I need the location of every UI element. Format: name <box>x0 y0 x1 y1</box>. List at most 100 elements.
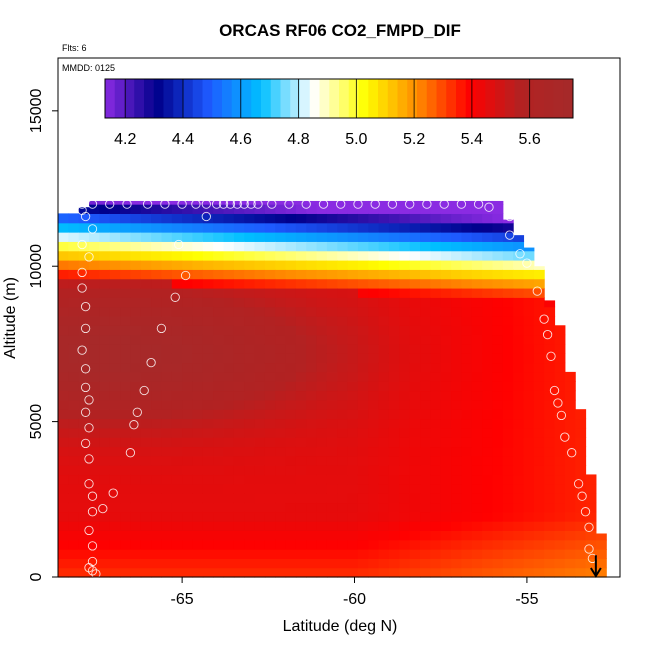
heatmap-cell <box>409 306 421 317</box>
heatmap-cell <box>471 390 483 401</box>
heatmap-cell <box>233 511 245 522</box>
heatmap-cell <box>420 539 431 550</box>
heatmap-cell <box>399 418 411 429</box>
heatmap-cell <box>202 483 214 494</box>
heatmap-cell <box>58 269 69 280</box>
heatmap-cell <box>233 200 245 205</box>
heatmap-cell <box>399 260 411 270</box>
heatmap-cell <box>337 381 349 392</box>
heatmap-cell <box>182 483 194 494</box>
heatmap-cell <box>544 399 556 410</box>
heatmap-cell <box>440 371 452 382</box>
heatmap-cell <box>275 213 287 224</box>
heatmap-cell <box>430 260 442 270</box>
heatmap-cell <box>409 241 421 252</box>
heatmap-cell <box>347 483 359 494</box>
heatmap-cell <box>151 446 163 457</box>
observation-point <box>77 283 87 293</box>
heatmap-cell <box>99 455 111 466</box>
heatmap-cell <box>171 399 183 410</box>
heatmap-cell <box>554 427 566 438</box>
heatmap-cell <box>130 353 142 364</box>
heatmap-cell <box>337 437 349 448</box>
heatmap-cell <box>378 446 390 457</box>
heatmap-cell <box>523 558 535 569</box>
heatmap-cell <box>409 390 421 401</box>
heatmap-cell <box>295 222 307 233</box>
heatmap-cell <box>244 213 256 224</box>
heatmap-cell <box>264 455 276 466</box>
heatmap-cell <box>213 353 225 364</box>
heatmap-cell <box>368 353 380 364</box>
heatmap-cell <box>161 241 173 252</box>
heatmap-cell <box>326 334 338 345</box>
heatmap-cell <box>399 427 411 438</box>
heatmap-cell <box>575 549 587 559</box>
heatmap-cell <box>130 260 142 270</box>
heatmap-cell <box>161 418 173 429</box>
heatmap-cell <box>306 260 318 270</box>
observation-point <box>422 199 432 209</box>
heatmap-cell <box>461 418 473 429</box>
heatmap-cell <box>295 381 307 392</box>
heatmap-cell <box>58 437 69 448</box>
heatmap-cell <box>182 390 194 401</box>
heatmap-cell <box>151 511 163 522</box>
heatmap-cell <box>171 371 183 382</box>
heatmap-cell <box>378 511 390 522</box>
heatmap-cell <box>140 446 152 457</box>
heatmap-cell <box>430 502 442 513</box>
heatmap-cell <box>182 530 194 541</box>
heatmap-cell <box>202 446 214 457</box>
heatmap-cell <box>409 213 421 224</box>
heatmap-cell <box>575 558 587 569</box>
heatmap-cell <box>223 371 235 382</box>
heatmap-cell <box>171 315 183 326</box>
colorbar-cell <box>231 79 242 118</box>
heatmap-cell <box>357 297 369 308</box>
heatmap-cell <box>523 278 535 289</box>
observation-point <box>456 199 467 209</box>
observation-point <box>132 407 142 417</box>
heatmap-cell <box>295 269 307 280</box>
heatmap-cell <box>275 325 287 336</box>
heatmap-cell <box>151 353 163 364</box>
heatmap-cell <box>68 353 80 364</box>
heatmap-cell <box>192 418 204 429</box>
heatmap-cell <box>264 539 276 550</box>
heatmap-cell <box>295 549 307 559</box>
heatmap-cell <box>316 287 328 298</box>
heatmap-cell <box>430 511 442 522</box>
heatmap-cell <box>554 558 566 569</box>
heatmap-cell <box>388 483 400 494</box>
heatmap-cell <box>471 260 483 270</box>
heatmap-cell <box>306 530 318 541</box>
heatmap-cell <box>202 353 214 364</box>
heatmap-cell <box>140 315 152 326</box>
heatmap-cell <box>368 446 380 457</box>
heatmap-cell <box>285 260 297 270</box>
heatmap-cell <box>554 334 566 345</box>
heatmap-cell <box>388 530 400 541</box>
observation-point <box>370 199 380 209</box>
heatmap-cell <box>109 343 121 354</box>
heatmap-cell <box>171 343 183 354</box>
heatmap-cell <box>213 213 225 224</box>
heatmap-cell <box>316 362 328 373</box>
heatmap-cell <box>140 399 152 410</box>
heatmap-cell <box>264 269 276 280</box>
heatmap-cell <box>388 567 400 578</box>
heatmap-cell <box>151 539 163 550</box>
heatmap-cell <box>78 306 90 317</box>
heatmap-cell <box>244 474 256 485</box>
heatmap-cell <box>202 232 214 242</box>
heatmap-cell <box>585 521 597 531</box>
heatmap-cell <box>213 558 225 569</box>
heatmap-cell <box>99 287 111 298</box>
colorbar-cell <box>348 79 359 118</box>
heatmap-cell <box>171 465 183 476</box>
heatmap-cell <box>399 381 411 392</box>
heatmap-cell <box>306 232 318 242</box>
heatmap-cell <box>202 260 214 270</box>
heatmap-cell <box>378 455 390 466</box>
